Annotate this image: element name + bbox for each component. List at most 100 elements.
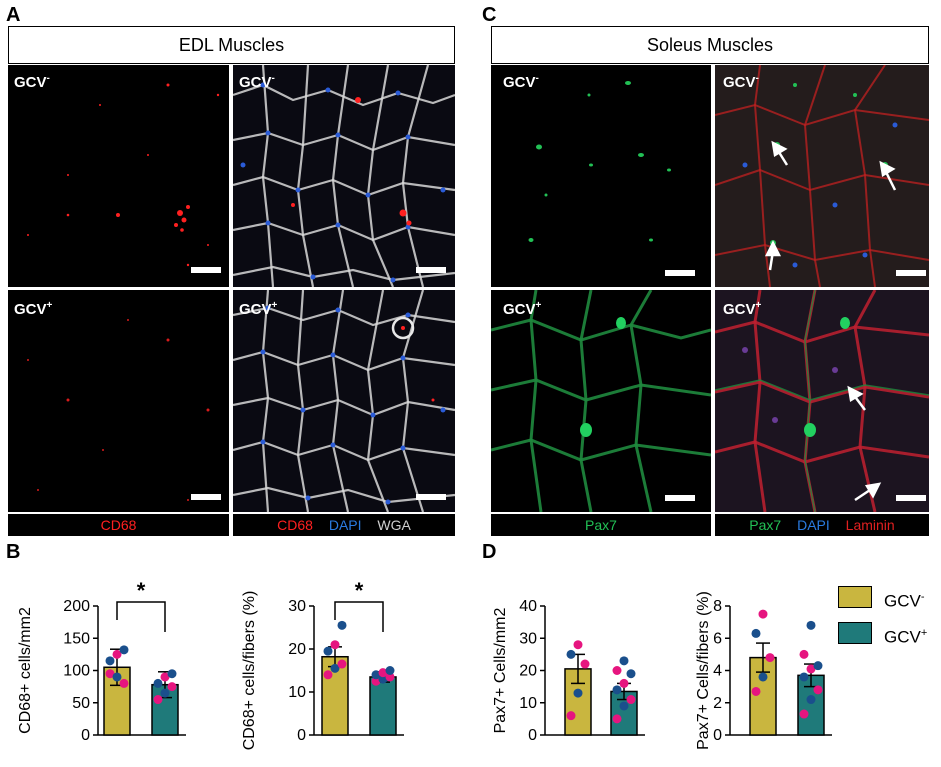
scale-bar — [191, 494, 221, 500]
y-axis-label: CD68+ cells/fibers (%) — [241, 591, 258, 751]
data-point — [573, 640, 583, 650]
y-tick-label: 200 — [63, 598, 90, 615]
data-point — [573, 688, 583, 698]
data-point — [330, 640, 340, 650]
data-point — [566, 711, 576, 721]
data-point — [612, 685, 622, 695]
data-point — [153, 678, 163, 688]
chart-legend: GCV- GCV+ — [838, 586, 938, 656]
y-tick-label: 50 — [72, 695, 90, 712]
panel-label-c: C — [482, 4, 497, 26]
micrograph-soleus-pax7-gcv-minus: GCV- — [491, 65, 711, 287]
data-point — [758, 609, 768, 619]
gcv-plus-label: GCV+ — [723, 300, 762, 318]
data-point — [813, 661, 823, 671]
y-tick-label: 0 — [297, 727, 306, 744]
gcv-plus-label: GCV+ — [14, 300, 53, 318]
data-point — [119, 678, 129, 688]
chart-pax7-density: 0 10 20 30 40 Pax7+ Cells/mm2 — [492, 598, 645, 744]
y-tick-label: 0 — [81, 727, 90, 744]
data-point — [751, 628, 761, 638]
data-point — [619, 656, 629, 666]
data-point — [758, 672, 768, 682]
y-tick-label: 4 — [713, 663, 722, 680]
stain-dapi: DAPI — [328, 517, 362, 533]
micrograph-soleus-pax7-gcv-plus: GCV+ — [491, 290, 711, 512]
y-axis-label: Pax7+ Cells/fibers (%) — [695, 591, 712, 750]
data-point — [167, 669, 177, 679]
data-point — [580, 659, 590, 669]
data-point — [385, 666, 395, 675]
stain-wga: WGA — [377, 517, 411, 533]
y-tick-label: 8 — [713, 598, 722, 615]
data-point — [371, 670, 381, 680]
y-tick-label: 2 — [713, 695, 722, 712]
legend-label-gcv-minus: GCV- — [884, 591, 925, 611]
data-point — [806, 695, 816, 705]
data-point — [337, 620, 347, 630]
micrograph-soleus-merge-gcv-minus: GCV- — [715, 65, 929, 287]
data-point — [119, 645, 129, 655]
data-point — [799, 709, 809, 719]
data-point — [378, 668, 388, 678]
gcv-plus-label: GCV+ — [239, 300, 278, 318]
y-tick-label: 100 — [63, 663, 90, 680]
chart-cd68-density: 0 50 100 150 200 CD68+ cells/mm2 * — [17, 578, 186, 744]
data-point — [806, 664, 816, 674]
data-point — [806, 620, 816, 630]
gcv-minus-label: GCV- — [239, 73, 275, 91]
data-point — [160, 688, 170, 698]
data-point — [160, 672, 170, 682]
data-point — [799, 649, 809, 659]
y-tick-label: 30 — [519, 630, 537, 647]
data-point — [378, 674, 388, 684]
data-point — [626, 695, 636, 705]
scale-bar — [416, 494, 446, 500]
y-axis-label: Pax7+ Cells/mm2 — [492, 607, 509, 733]
edl-header: EDL Muscles — [8, 26, 455, 64]
y-tick-label: 30 — [288, 598, 306, 615]
significance-star: * — [355, 578, 364, 603]
stain-laminin: Laminin — [845, 517, 895, 533]
y-tick-label: 10 — [288, 684, 306, 701]
stain-cd68: CD68 — [100, 517, 137, 533]
scale-bar — [665, 495, 695, 501]
micrograph-edl-cd68-gcv-plus: GCV+ — [8, 290, 229, 512]
data-point — [385, 672, 395, 682]
data-point — [337, 659, 347, 669]
data-point — [612, 714, 622, 724]
y-tick-label: 150 — [63, 630, 90, 647]
stain-dapi: DAPI — [797, 517, 830, 533]
data-point — [112, 672, 122, 682]
scale-bar — [191, 267, 221, 273]
data-point — [751, 686, 761, 696]
stain-label-soleus-left: Pax7 — [491, 514, 711, 536]
data-point — [167, 682, 177, 692]
micrograph-edl-merge-gcv-minus: GCV- — [233, 65, 455, 287]
micrograph-edl-merge-gcv-plus: GCV+ — [233, 290, 455, 512]
scale-bar — [665, 270, 695, 276]
panel-label-b: B — [6, 541, 21, 563]
y-tick-label: 10 — [519, 695, 537, 712]
y-tick-label: 0 — [713, 727, 722, 744]
y-tick-label: 20 — [519, 663, 537, 680]
data-point — [323, 670, 333, 680]
legend-swatch-gcv-minus — [838, 586, 872, 608]
y-axis-label: CD68+ cells/mm2 — [17, 607, 34, 734]
y-tick-label: 20 — [288, 641, 306, 658]
data-point — [105, 669, 115, 679]
data-point — [619, 701, 629, 711]
data-point — [765, 653, 775, 663]
legend-swatch-gcv-plus — [838, 622, 872, 644]
significance-bracket — [116, 601, 166, 632]
data-point — [626, 669, 636, 679]
y-tick-label: 0 — [528, 727, 537, 744]
gcv-minus-label: GCV- — [14, 73, 50, 91]
stain-pax7: Pax7 — [749, 517, 782, 533]
gcv-plus-label: GCV+ — [503, 300, 542, 318]
y-tick-label: 6 — [713, 630, 722, 647]
data-point — [371, 676, 381, 686]
gcv-minus-label: GCV- — [503, 73, 539, 91]
data-point — [330, 663, 340, 673]
data-point — [612, 666, 622, 675]
